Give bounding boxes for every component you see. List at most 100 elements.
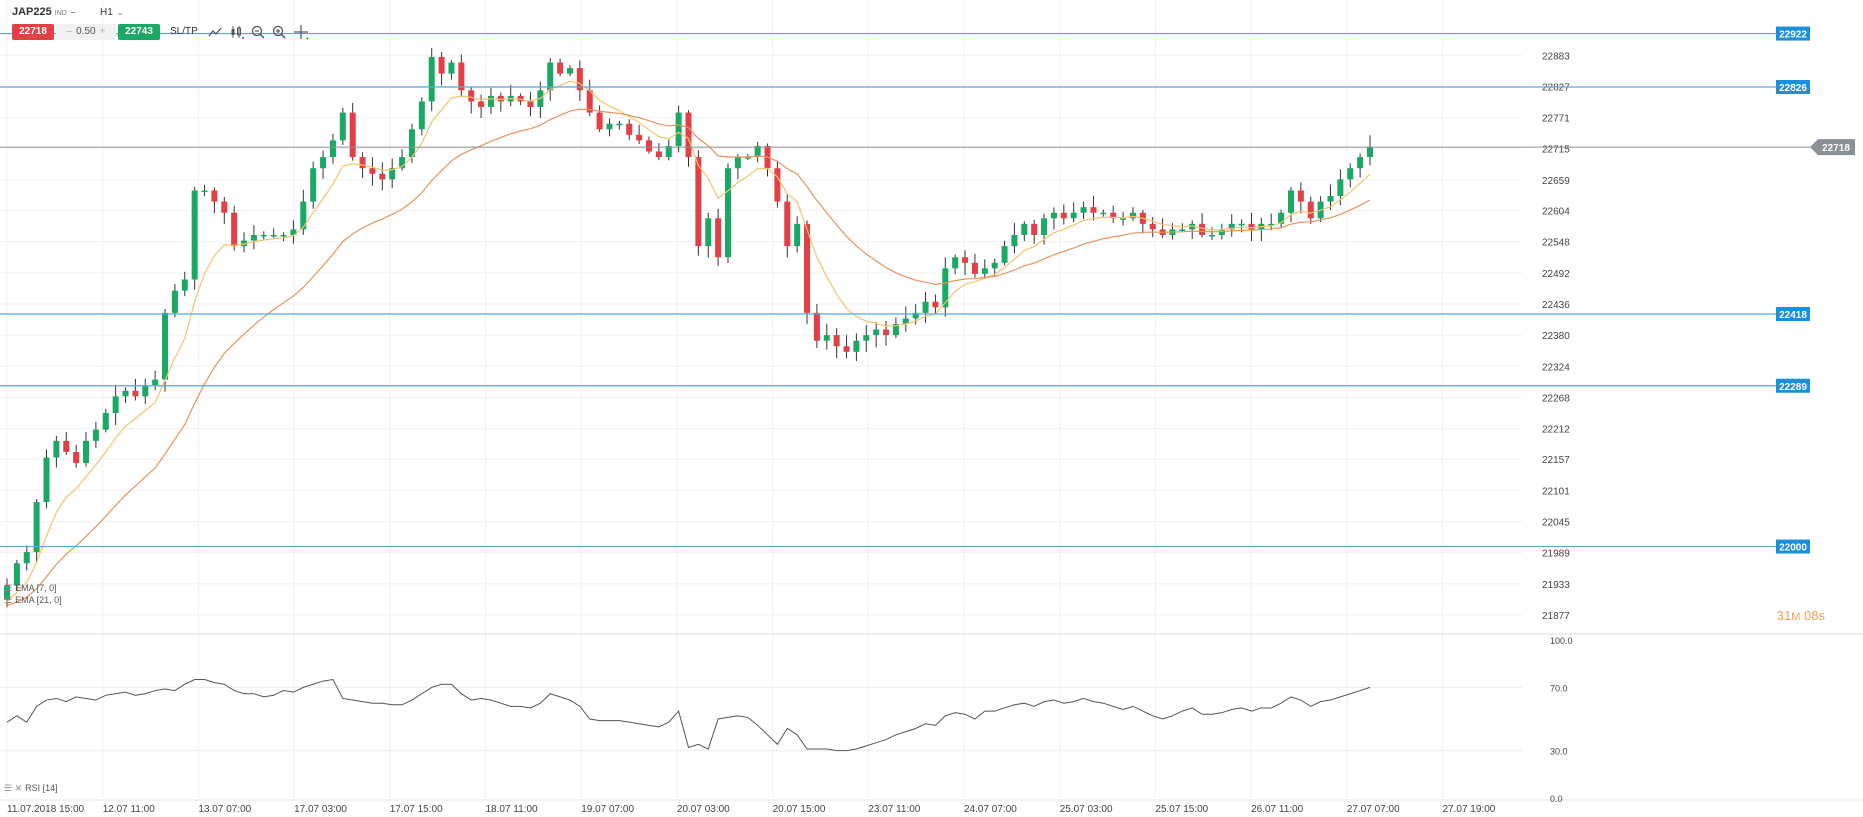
candle-bear bbox=[774, 168, 781, 202]
candle-bull bbox=[171, 290, 178, 313]
candle-bear bbox=[1031, 223, 1038, 235]
candle-bull bbox=[1337, 179, 1344, 197]
candle-bear bbox=[971, 262, 978, 274]
candle-bull bbox=[1367, 147, 1373, 158]
candle-bear bbox=[438, 56, 445, 74]
candle-bear bbox=[231, 212, 238, 247]
current-price-label: 22718 bbox=[1822, 143, 1850, 154]
candle-bull bbox=[1120, 218, 1127, 220]
crosshair-icon[interactable] bbox=[293, 24, 309, 40]
y-tick-label: 22436 bbox=[1542, 300, 1570, 311]
candle-bull bbox=[329, 140, 336, 158]
y-tick-label: 21989 bbox=[1542, 549, 1570, 560]
x-tick-label: 17.07 15:00 bbox=[390, 804, 443, 815]
candle-bear bbox=[379, 173, 386, 180]
candle-bear bbox=[458, 62, 465, 91]
candle-bull bbox=[112, 396, 119, 414]
candle-bear bbox=[962, 257, 969, 263]
volume-decrease-button[interactable]: – bbox=[66, 26, 73, 37]
symbol-selector[interactable]: JAP225 IND – bbox=[12, 6, 75, 18]
volume-stepper[interactable]: –0.50 + bbox=[56, 24, 116, 40]
x-tick-label: 24.07 07:00 bbox=[964, 804, 1017, 815]
candle-bull bbox=[566, 68, 573, 74]
ema-fast-legend[interactable]: ☰ EMA [7, 0] bbox=[4, 583, 57, 594]
candle-bull bbox=[418, 101, 425, 130]
drag-handle-icon[interactable]: ☰ bbox=[4, 583, 13, 593]
candle-bear bbox=[517, 95, 524, 102]
candles-icon[interactable] bbox=[229, 24, 245, 40]
rsi-tick-label: 30.0 bbox=[1550, 747, 1568, 757]
candle-bull bbox=[794, 223, 801, 247]
candle-bull bbox=[1021, 223, 1028, 235]
candle-bear bbox=[685, 112, 692, 158]
buy-button[interactable]: 22743 bbox=[118, 24, 160, 40]
candle-bull bbox=[487, 95, 494, 108]
price-level-badge bbox=[1776, 79, 1810, 94]
candle-bull bbox=[448, 62, 455, 74]
candle-bull bbox=[912, 312, 919, 319]
candle-bull bbox=[1268, 223, 1275, 226]
candle-bear bbox=[813, 312, 820, 341]
candle-bull bbox=[606, 123, 613, 130]
ema-slow-legend[interactable]: ☰ EMA [21, 0] bbox=[4, 595, 62, 606]
y-tick-label: 22715 bbox=[1542, 145, 1570, 156]
candle-bull bbox=[1357, 157, 1364, 169]
volume-increase-button[interactable]: + bbox=[99, 26, 106, 37]
candle-bull bbox=[339, 112, 346, 141]
volume-value[interactable]: 0.50 bbox=[76, 26, 96, 37]
line-chart-icon[interactable] bbox=[207, 24, 223, 40]
candle-bull bbox=[1208, 234, 1215, 237]
x-tick-label: 25.07 03:00 bbox=[1060, 804, 1113, 815]
y-tick-label: 22548 bbox=[1542, 238, 1570, 249]
ema-slow-label: EMA [21, 0] bbox=[15, 595, 62, 605]
candle-bear bbox=[715, 218, 722, 258]
candle-bull bbox=[1080, 207, 1087, 213]
price-level-badge bbox=[1776, 539, 1810, 554]
candle-bull bbox=[300, 201, 307, 230]
zoom-out-icon[interactable] bbox=[250, 24, 266, 40]
candle-bull bbox=[191, 190, 198, 280]
candle-bull bbox=[705, 218, 712, 247]
sell-button[interactable]: 22718 bbox=[12, 24, 54, 40]
candle-bull bbox=[863, 335, 870, 341]
candle-bull bbox=[389, 168, 396, 180]
ema-fast-line bbox=[6, 80, 1371, 603]
candle-bull bbox=[23, 552, 30, 564]
drag-handle-icon[interactable]: ☰ ✕ bbox=[4, 783, 23, 793]
zoom-in-icon[interactable] bbox=[271, 24, 287, 40]
x-tick-label: 20.07 15:00 bbox=[773, 804, 826, 815]
candle-bear bbox=[932, 301, 939, 308]
candle-bull bbox=[1100, 212, 1107, 215]
candle-bull bbox=[991, 262, 998, 269]
candle-bear bbox=[804, 223, 811, 313]
candle-timer: 31M 08s bbox=[1777, 608, 1825, 623]
candle-bull bbox=[1347, 168, 1354, 180]
candle-bull bbox=[399, 157, 406, 169]
candle-bear bbox=[359, 157, 366, 169]
candle-bear bbox=[645, 140, 652, 152]
timeframe-caret-icon: ⌄ bbox=[116, 8, 124, 17]
y-tick-label: 22604 bbox=[1542, 207, 1570, 218]
candle-bull bbox=[892, 324, 899, 336]
x-tick-label: 20.07 03:00 bbox=[677, 804, 730, 815]
symbol-name: JAP225 bbox=[12, 6, 52, 18]
candle-bear bbox=[784, 201, 791, 247]
candle-bull bbox=[902, 318, 909, 324]
y-tick-label: 22324 bbox=[1542, 362, 1570, 373]
rsi-tick-label: 100.0 bbox=[1550, 636, 1573, 646]
rsi-legend[interactable]: ☰ ✕ RSI [14] bbox=[4, 783, 58, 794]
candle-bear bbox=[349, 112, 356, 158]
candle-bear bbox=[132, 390, 139, 397]
drag-handle-icon[interactable]: ☰ bbox=[4, 595, 13, 605]
x-tick-label: 25.07 15:00 bbox=[1155, 804, 1208, 815]
candle-bull bbox=[1001, 246, 1008, 263]
candle-bull bbox=[310, 168, 317, 202]
candle-bull bbox=[547, 62, 554, 91]
candle-bull bbox=[853, 340, 860, 352]
x-tick-label: 12.07 11:00 bbox=[103, 804, 156, 815]
candle-bull bbox=[1218, 229, 1225, 235]
timeframe-selector[interactable]: H1 ⌄ bbox=[100, 7, 124, 18]
candle-bear bbox=[468, 90, 475, 102]
sltp-button[interactable]: SL/TP bbox=[170, 26, 198, 37]
